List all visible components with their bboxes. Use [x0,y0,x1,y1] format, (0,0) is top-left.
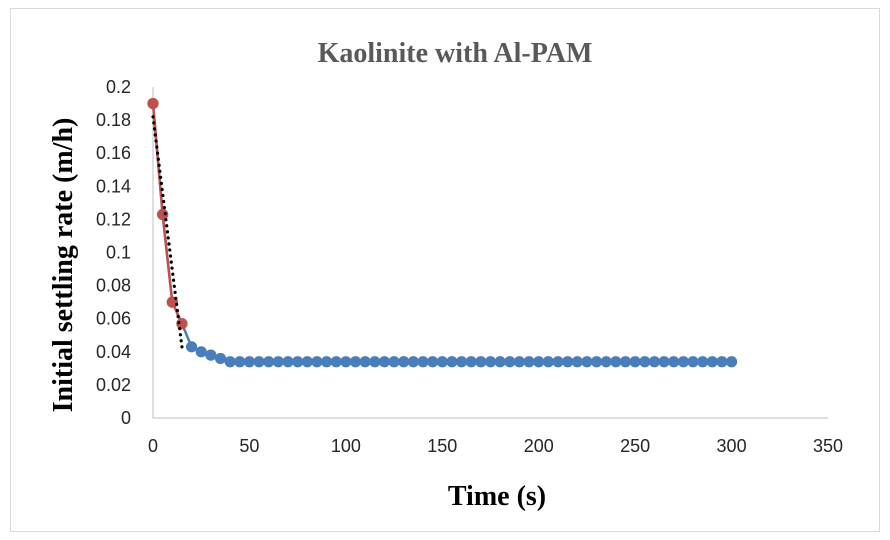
y-tick-label: 0.06 [96,309,131,329]
data-point [398,356,410,368]
data-point [320,356,333,368]
data-point [475,356,487,368]
series-layer [147,97,738,368]
data-point [725,356,738,368]
y-tick-label: 0.18 [96,110,131,130]
data-point [619,356,632,368]
data-point [504,356,516,368]
data-point [311,356,323,368]
data-point [677,356,689,368]
data-point [205,349,217,361]
data-point [378,356,391,368]
data-point [668,356,680,368]
data-point [581,356,593,368]
y-tick-label: 0.12 [96,209,131,229]
data-point [610,356,622,368]
data-point [552,356,564,368]
chart-frame [10,8,880,532]
data-point [590,356,603,368]
series-line [151,103,732,363]
data-point [340,356,352,368]
data-point [157,208,169,221]
data-point [359,356,371,368]
data-point [513,356,526,368]
data-point [272,356,284,368]
data-point [494,356,506,368]
data-point [185,341,198,353]
y-tick-label: 0 [121,408,131,428]
y-axis-title: Initial settling rate (m/h) [48,118,79,413]
data-point [407,356,419,368]
y-tick-label: 0.1 [106,243,131,263]
data-point [455,356,468,368]
data-point [349,356,362,368]
data-point [648,356,661,368]
y-tick-label: 0.08 [96,276,131,296]
data-point [446,356,458,368]
data-point [388,356,400,368]
y-tick-label: 0.14 [96,176,131,196]
data-point [330,356,342,368]
series-2 [151,115,184,349]
data-point [369,356,381,368]
y-tick-label: 0.16 [96,143,131,163]
data-point [263,356,275,368]
data-point [243,356,256,368]
x-tick-label: 300 [717,436,747,456]
y-tick-label: 0.2 [106,77,131,97]
trendline [151,115,184,349]
data-point [427,356,439,368]
data-point [687,356,699,368]
data-point [417,356,429,368]
x-tick-label: 50 [239,436,259,456]
axes: 0 50 100 150 200 250 300 350 0 0.02 0.04 0.06 0.08 0.… [96,77,843,456]
x-tick-label: 100 [331,436,361,456]
data-point [465,356,477,368]
x-tick-label: 250 [620,436,650,456]
x-tick-label: 150 [427,436,457,456]
data-point [147,97,159,110]
data-point [571,356,583,368]
data-point [600,356,612,368]
x-axis-title: Time (s) [448,481,546,512]
data-point [214,352,227,365]
x-tick-label: 0 [148,436,158,456]
data-point [523,356,535,368]
data-point [301,356,313,368]
data-point [224,356,236,368]
data-point [629,356,641,368]
data-point [658,356,670,368]
data-point [176,318,188,330]
data-point [253,356,265,368]
data-point [282,356,294,368]
data-point [234,356,246,368]
data-point [484,356,497,368]
data-point [533,356,545,368]
data-point [639,356,651,368]
data-point [706,356,718,368]
data-point [697,356,709,368]
data-point [195,346,207,358]
x-tick-label: 200 [524,436,554,456]
chart-title: Kaolinite with Al-PAM [318,38,593,69]
series-0 [147,97,738,368]
data-point [542,356,554,368]
data-point [436,356,448,368]
data-point [292,356,304,368]
x-tick-label: 350 [813,436,843,456]
data-point [562,356,574,368]
data-point [716,356,728,368]
y-tick-label: 0.02 [96,375,131,395]
y-tick-label: 0.04 [96,342,131,362]
